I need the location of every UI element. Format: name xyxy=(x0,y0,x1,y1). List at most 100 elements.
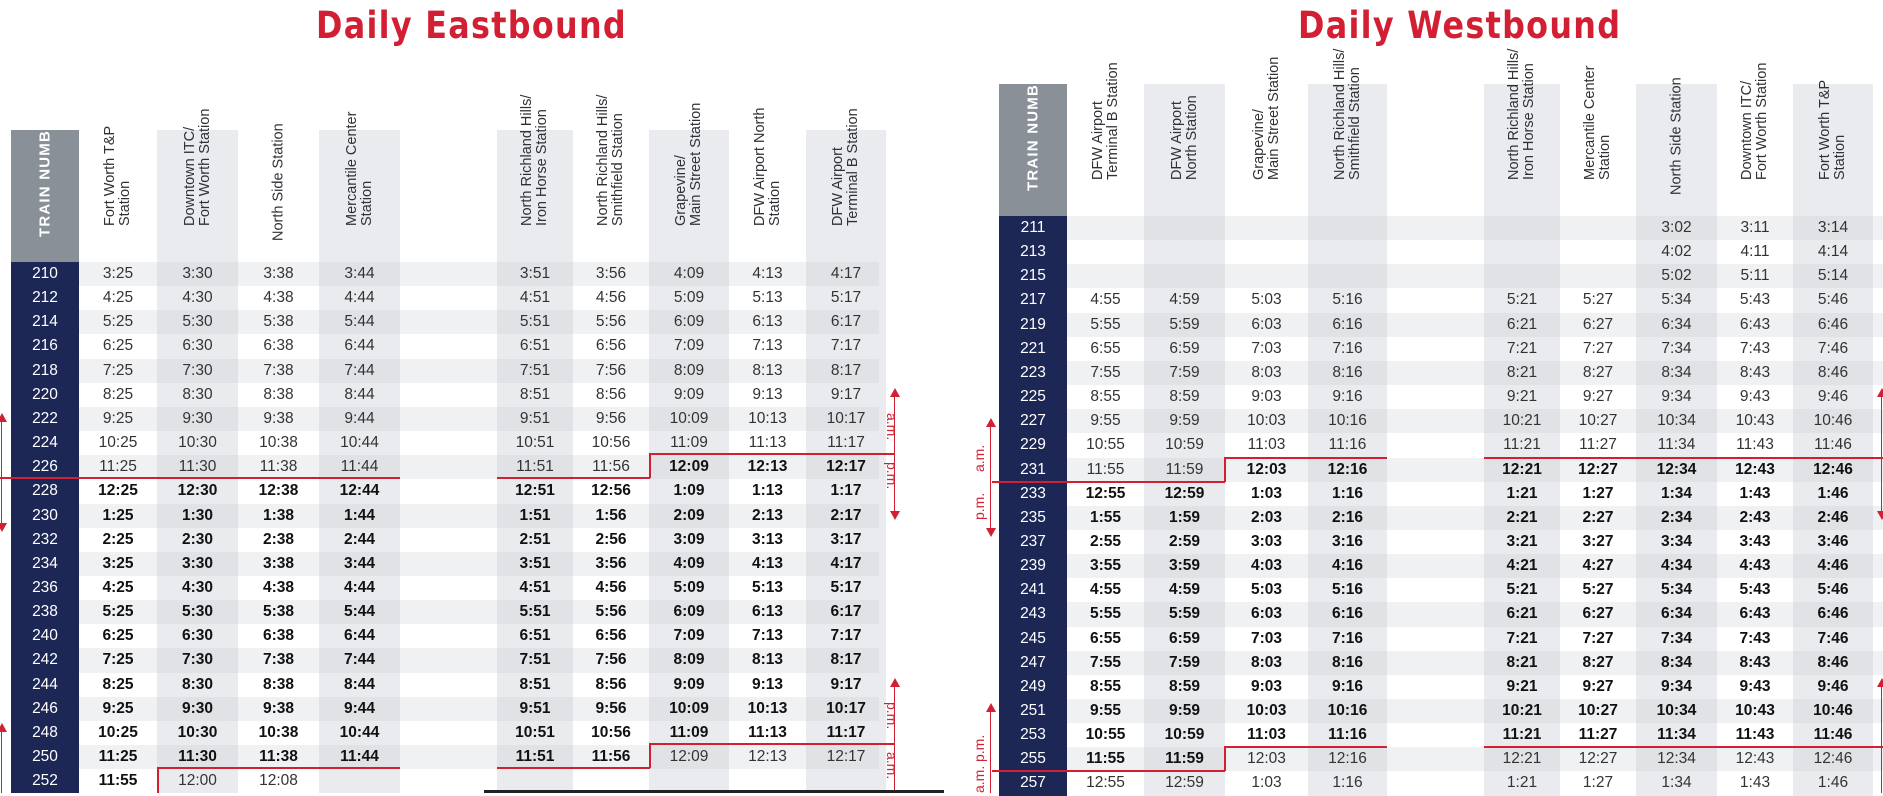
time-cell: 3:11 xyxy=(1717,216,1793,240)
time-cell: 4:51 xyxy=(497,286,573,310)
am-pm-divider xyxy=(1484,746,1883,748)
train-number: 227 xyxy=(999,409,1067,433)
time-cell: 8:55 xyxy=(1067,675,1144,699)
time-cell: 1:43 xyxy=(1717,771,1793,795)
time-cell: 3:46 xyxy=(1793,530,1873,554)
station-name: Grapevine/Main Street Station xyxy=(1252,57,1282,180)
time-cell: 12:34 xyxy=(1636,458,1717,482)
time-cell: 1:03 xyxy=(1225,771,1308,795)
train-number: 232 xyxy=(11,528,79,552)
station-header: North Side Station xyxy=(1636,84,1717,216)
time-cell: 1:56 xyxy=(573,504,649,528)
time-cell: 8:27 xyxy=(1560,651,1636,675)
time-cell: 12:51 xyxy=(497,479,573,503)
time-cell: 7:43 xyxy=(1717,337,1793,361)
time-cell: 9:55 xyxy=(1067,699,1144,723)
time-cell: 3:25 xyxy=(79,262,157,286)
time-cell: 10:16 xyxy=(1308,409,1387,433)
station-name-line: Terminal B Station xyxy=(846,108,861,226)
time-cell: 7:30 xyxy=(157,359,238,383)
time-cell: 3:51 xyxy=(497,552,573,576)
time-cell: 1:34 xyxy=(1636,482,1717,506)
station-name-line: Mercantile Center xyxy=(1583,66,1598,180)
time-cell: 6:44 xyxy=(319,624,400,648)
station-name-line: Main Street Station xyxy=(1267,57,1282,180)
station-name-line: Terminal B Station xyxy=(1106,62,1121,180)
time-cell: 9:44 xyxy=(319,697,400,721)
time-cell: 8:30 xyxy=(157,673,238,697)
time-cell: 6:25 xyxy=(79,334,157,358)
time-cell: 2:46 xyxy=(1793,506,1873,530)
station-name-line: North Side Station xyxy=(271,123,286,241)
train-number: 225 xyxy=(999,385,1067,409)
time-cell: 10:38 xyxy=(238,431,319,455)
time-cell: 3:27 xyxy=(1560,530,1636,554)
time-cell: 11:38 xyxy=(238,455,319,479)
time-cell: 5:38 xyxy=(238,600,319,624)
station-name-line: Fort Worth T&P xyxy=(1818,80,1833,180)
time-cell: 12:55 xyxy=(1067,771,1144,795)
time-cell: 2:44 xyxy=(319,528,400,552)
time-cell: 4:44 xyxy=(319,576,400,600)
arrow-up-icon xyxy=(890,388,900,397)
am-pm-divider xyxy=(497,767,650,769)
time-cell: 7:34 xyxy=(1636,337,1717,361)
time-cell: 7:59 xyxy=(1144,651,1225,675)
time-cell: 8:38 xyxy=(238,673,319,697)
time-cell: 4:02 xyxy=(1636,240,1717,264)
time-cell: 12:13 xyxy=(729,455,806,479)
am-pm-divider xyxy=(157,767,159,793)
time-cell: 9:34 xyxy=(1636,675,1717,699)
station-name: North Richland Hills/Iron Horse Station xyxy=(1507,49,1537,180)
time-cell: 4:59 xyxy=(1144,288,1225,312)
time-cell: 7:13 xyxy=(729,334,806,358)
time-cell: 12:34 xyxy=(1636,747,1717,771)
time-cell: 11:56 xyxy=(573,455,649,479)
station-name: Downtown ITC/Fort Worth Station xyxy=(183,109,213,226)
time-cell: 8:34 xyxy=(1636,361,1717,385)
am-pm-divider xyxy=(1484,457,1883,459)
am-label: a.m. xyxy=(971,766,987,793)
time-cell: 4:16 xyxy=(1308,554,1387,578)
time-cell: 7:38 xyxy=(238,359,319,383)
time-cell: 6:46 xyxy=(1793,602,1873,626)
time-cell: 1:16 xyxy=(1308,482,1387,506)
time-cell: 5:11 xyxy=(1717,264,1793,288)
time-cell: 5:43 xyxy=(1717,578,1793,602)
train-number: 255 xyxy=(999,747,1067,771)
time-cell: 9:13 xyxy=(729,673,806,697)
time-cell: 9:30 xyxy=(157,697,238,721)
arrow-down-icon xyxy=(0,523,7,532)
time-cell: 1:21 xyxy=(1484,771,1560,795)
time-cell: 7:27 xyxy=(1560,627,1636,651)
time-cell: 12:09 xyxy=(649,745,729,769)
station-name-line: Station xyxy=(118,126,133,226)
time-cell: 5:55 xyxy=(1067,602,1144,626)
time-cell: 10:55 xyxy=(1067,433,1144,457)
station-name-line: Station xyxy=(1598,66,1613,180)
arrow-down-icon xyxy=(986,528,996,537)
time-cell: 11:56 xyxy=(573,745,649,769)
time-cell: 3:13 xyxy=(729,528,806,552)
time-cell: 8:17 xyxy=(806,359,886,383)
am-pm-divider xyxy=(0,477,400,479)
arrow-line xyxy=(990,705,991,793)
time-cell: 6:56 xyxy=(573,624,649,648)
time-cell: 12:16 xyxy=(1308,458,1387,482)
time-cell: 11:55 xyxy=(1067,747,1144,771)
time-cell: 2:03 xyxy=(1225,506,1308,530)
time-cell: 11:59 xyxy=(1144,458,1225,482)
time-cell: 11:09 xyxy=(649,721,729,745)
station-name-line: Smithfield Station xyxy=(611,95,626,226)
train-number: 246 xyxy=(11,697,79,721)
train-numbers-label: TRAIN NUMBERS xyxy=(37,96,54,237)
time-cell: 4:27 xyxy=(1560,554,1636,578)
time-cell: 6:17 xyxy=(806,600,886,624)
time-cell: 9:13 xyxy=(729,383,806,407)
time-cell: 4:03 xyxy=(1225,554,1308,578)
time-cell: 12:27 xyxy=(1560,747,1636,771)
